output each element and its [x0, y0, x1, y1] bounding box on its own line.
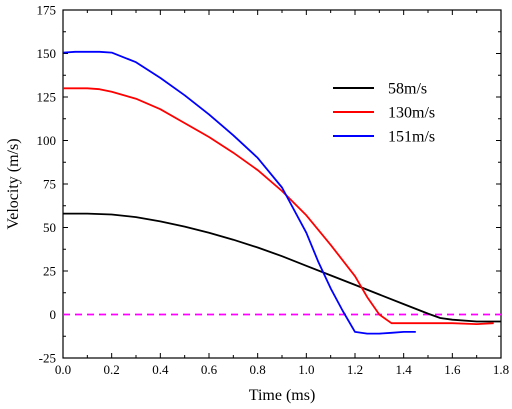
y-axis-title: Velocity (m/s) [5, 138, 22, 229]
x-tick-label: 1.8 [493, 362, 509, 377]
y-tick-label: 75 [43, 177, 56, 192]
series-line-1 [63, 87, 494, 325]
x-tick-label: 0.4 [152, 362, 169, 377]
y-tick-label: 125 [37, 90, 57, 105]
y-tick-label: 50 [43, 220, 56, 235]
y-tick-label: 0 [50, 307, 57, 322]
x-tick-label: 1.0 [298, 362, 314, 377]
series-line-2 [62, 50, 416, 335]
legend-label-2: 151m/s [388, 129, 435, 146]
x-tick-label: 1.4 [396, 362, 413, 377]
y-tick-label: 100 [37, 133, 57, 148]
x-tick-label: 1.6 [444, 362, 461, 377]
y-tick-label: 175 [37, 3, 57, 18]
x-tick-label: 1.2 [347, 362, 363, 377]
legend-label-0: 58m/s [388, 81, 427, 98]
x-tick-label: 0.8 [250, 362, 266, 377]
axis-layer: 0.0 0.2 0.4 0.6 0.8 1.0 1.2 1.4 1.6 1.8 -25 0 25 50 75… [37, 3, 510, 378]
x-axis-title: Time (ms) [249, 387, 316, 404]
series-line-0 [63, 212, 501, 323]
legend-label-1: 130m/s [388, 105, 435, 122]
y-tick-label: 25 [43, 264, 56, 279]
plot-frame [62, 9, 502, 359]
x-tick-label: 0.0 [55, 362, 71, 377]
x-tick-label: 0.6 [201, 362, 218, 377]
chart-legend: 58m/s 130m/s 151m/s [333, 81, 435, 146]
x-tick-label: 0.2 [104, 362, 120, 377]
y-tick-label: 150 [37, 46, 57, 61]
plot-layer [62, 50, 501, 335]
y-tick-label: -25 [39, 351, 56, 366]
